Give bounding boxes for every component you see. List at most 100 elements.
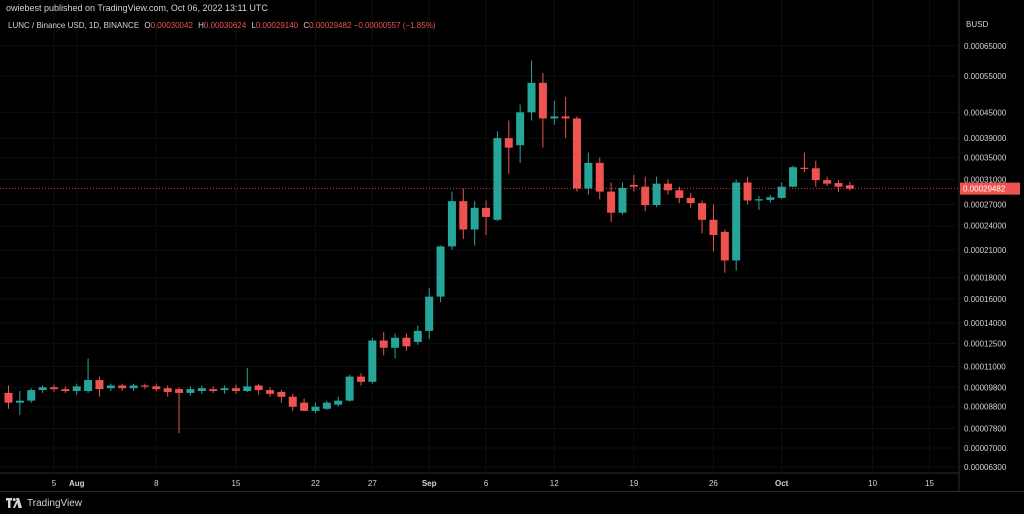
y-tick-label: 0.00035000 (964, 154, 1007, 163)
candle (129, 383, 138, 392)
candle (754, 195, 763, 210)
y-tick-label: 0.00007800 (964, 424, 1007, 433)
footer-bar: TradingView (0, 491, 1024, 514)
candle-body (823, 180, 832, 184)
candle (243, 368, 252, 392)
candle (402, 333, 411, 351)
candle-body (38, 387, 47, 391)
candle (72, 383, 81, 395)
candle-body (629, 184, 638, 187)
symbol-name[interactable]: LUNC / Binance USD, 1D, BINANCE (8, 21, 140, 30)
candle (493, 131, 502, 222)
candle-body (129, 385, 138, 389)
tradingview-logo[interactable]: TradingView (6, 498, 82, 509)
x-tick-label: 8 (154, 479, 159, 488)
x-tick-label: 19 (629, 479, 638, 488)
price-axis[interactable]: 0.00065000 0.00055000 0.00045000 0.00039000… (964, 42, 1007, 472)
candle-body (243, 386, 252, 392)
low-value: 0.00029140 (255, 21, 299, 30)
candle (823, 176, 832, 187)
candle-body (834, 183, 843, 187)
candle (140, 383, 149, 390)
candle-body (459, 201, 468, 230)
candle (15, 391, 24, 416)
candle-body (652, 183, 661, 206)
candle-body (84, 380, 93, 392)
candle-body (345, 376, 354, 401)
candle (266, 387, 275, 397)
candle-body (811, 168, 820, 181)
y-tick-label: 0.00018000 (964, 274, 1007, 283)
candle-body (266, 390, 275, 394)
candle (834, 180, 843, 193)
candle (118, 383, 127, 392)
candle (220, 385, 229, 394)
candle (356, 373, 365, 386)
candle-body (27, 390, 36, 401)
candle-body (61, 389, 70, 392)
candle-body (550, 116, 559, 119)
candle (652, 176, 661, 208)
candle-body (527, 82, 536, 113)
last-price-tag (960, 182, 1020, 195)
candle (482, 200, 491, 235)
candle (550, 100, 559, 125)
candle (300, 398, 309, 411)
y-tick-label: 0.00027000 (964, 200, 1007, 209)
candle-body (698, 203, 707, 220)
candle (368, 337, 377, 384)
candle (49, 384, 58, 392)
candle (345, 374, 354, 402)
y-tick-label: 0.00007000 (964, 444, 1007, 453)
last-price-label: 0.00029482 (963, 185, 1006, 194)
y-tick-label: 0.00006300 (964, 463, 1007, 472)
y-tick-label: 0.00045000 (964, 108, 1007, 117)
candle (470, 201, 479, 246)
candle-body (49, 387, 58, 390)
candle-body (379, 340, 388, 348)
candle (845, 181, 854, 191)
candles-layer (4, 60, 854, 434)
open-label: O (144, 21, 151, 30)
currency-label[interactable]: BUSD (966, 20, 989, 29)
candle-body (504, 138, 513, 148)
candle (209, 386, 218, 393)
candle-body (95, 380, 104, 390)
candle-body (766, 197, 775, 200)
candle (425, 287, 434, 340)
high-label: H (198, 21, 204, 30)
x-tick-label: 26 (709, 479, 718, 488)
x-tick-label: Oct (775, 479, 789, 488)
candle (38, 385, 47, 393)
candle-body (573, 118, 581, 189)
y-tick-label: 0.00011000 (964, 362, 1006, 371)
candlestick-chart[interactable]: 0.00029482 0.00065000 0.00055000 0.0004500… (0, 0, 1024, 491)
candle-body (743, 182, 752, 201)
candle-body (584, 162, 593, 189)
low-label: L (251, 21, 256, 30)
candle-body (675, 190, 684, 198)
x-tick-label: Sep (422, 479, 437, 488)
candle-body (15, 400, 24, 403)
candle (584, 152, 593, 195)
candle (277, 390, 286, 403)
candle (538, 72, 547, 148)
candle-body (595, 162, 604, 192)
candle-body (425, 296, 434, 331)
candle (743, 176, 752, 205)
candle (732, 179, 741, 271)
candle-body (777, 186, 786, 198)
candle-body (72, 386, 81, 392)
candle (777, 182, 786, 200)
candle-body (607, 191, 616, 213)
candle (573, 116, 581, 192)
change-value: −0.00000557 (−1.85%) (353, 21, 436, 30)
candle (4, 385, 13, 409)
candle (447, 191, 456, 250)
candle-body (561, 116, 570, 119)
candle (186, 386, 195, 396)
candle-body (470, 207, 479, 230)
y-tick-label: 0.00065000 (964, 42, 1007, 51)
candle-body (663, 183, 672, 191)
time-axis[interactable]: 5 Aug 8 15 22 27 Sep 6 12 19 26 Oct 10 15 (52, 479, 935, 488)
